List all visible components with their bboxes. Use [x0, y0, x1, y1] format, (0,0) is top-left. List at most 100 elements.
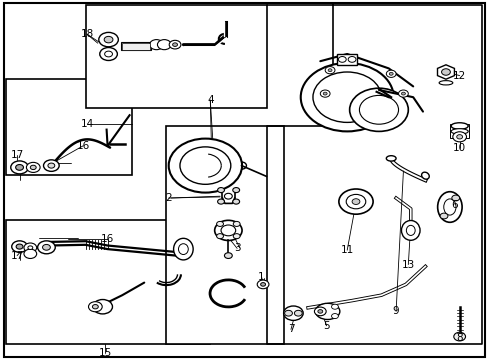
Circle shape: [224, 253, 232, 258]
Ellipse shape: [401, 220, 419, 240]
Bar: [166, 126, 283, 344]
Circle shape: [320, 90, 329, 97]
Circle shape: [359, 95, 398, 124]
Circle shape: [169, 40, 181, 49]
Circle shape: [312, 72, 381, 122]
Circle shape: [217, 188, 224, 193]
Circle shape: [24, 243, 37, 252]
Circle shape: [386, 70, 395, 77]
Circle shape: [300, 63, 393, 131]
Circle shape: [16, 165, 23, 170]
Circle shape: [331, 304, 338, 309]
Text: 15: 15: [98, 348, 112, 358]
Circle shape: [232, 199, 239, 204]
Circle shape: [453, 332, 465, 341]
Circle shape: [323, 92, 326, 95]
Circle shape: [12, 241, 27, 252]
Text: 3: 3: [233, 243, 240, 253]
Ellipse shape: [437, 192, 461, 222]
Circle shape: [24, 249, 37, 258]
Circle shape: [398, 90, 407, 97]
Text: 10: 10: [452, 143, 465, 153]
Circle shape: [351, 199, 359, 204]
Text: 17: 17: [10, 251, 24, 261]
Circle shape: [327, 69, 331, 72]
Ellipse shape: [283, 306, 303, 320]
Bar: [121, 42, 150, 50]
Bar: [449, 124, 468, 138]
Ellipse shape: [450, 129, 467, 134]
Circle shape: [314, 307, 325, 316]
Circle shape: [233, 221, 240, 226]
Ellipse shape: [443, 199, 455, 215]
Text: 12: 12: [452, 71, 466, 81]
Text: 11: 11: [340, 245, 353, 255]
Circle shape: [26, 162, 40, 172]
Bar: [85, 5, 266, 108]
Bar: [337, 54, 356, 65]
Circle shape: [284, 310, 292, 316]
Circle shape: [43, 160, 59, 171]
Circle shape: [104, 36, 113, 43]
Circle shape: [294, 310, 302, 316]
Circle shape: [441, 69, 449, 75]
Ellipse shape: [386, 156, 395, 161]
Circle shape: [180, 147, 230, 184]
Circle shape: [216, 234, 223, 239]
Circle shape: [232, 188, 239, 193]
Circle shape: [216, 221, 223, 226]
Circle shape: [257, 280, 268, 289]
Text: 5: 5: [323, 321, 329, 331]
Text: 7: 7: [287, 324, 294, 334]
Ellipse shape: [173, 238, 193, 260]
Ellipse shape: [421, 172, 428, 179]
Circle shape: [224, 193, 232, 199]
Circle shape: [157, 40, 171, 50]
Text: 16: 16: [76, 141, 90, 151]
Text: 2: 2: [165, 193, 172, 203]
Circle shape: [338, 189, 372, 214]
Ellipse shape: [406, 225, 414, 235]
Bar: [6, 220, 210, 344]
Circle shape: [99, 32, 118, 47]
Circle shape: [30, 165, 36, 170]
Text: 1: 1: [258, 272, 264, 282]
Text: 18: 18: [80, 29, 94, 39]
Circle shape: [93, 300, 112, 314]
Circle shape: [338, 57, 346, 62]
Ellipse shape: [178, 244, 188, 255]
Ellipse shape: [315, 303, 339, 320]
Circle shape: [11, 161, 28, 174]
Circle shape: [48, 163, 55, 168]
Text: 9: 9: [392, 306, 399, 316]
Circle shape: [439, 213, 447, 219]
Circle shape: [317, 310, 322, 313]
Circle shape: [346, 194, 365, 209]
Circle shape: [42, 244, 50, 250]
Ellipse shape: [438, 81, 452, 85]
Ellipse shape: [450, 123, 467, 129]
Circle shape: [388, 72, 392, 75]
Circle shape: [347, 57, 355, 62]
Circle shape: [452, 132, 466, 142]
Text: 17: 17: [10, 150, 24, 160]
Circle shape: [349, 88, 407, 131]
Circle shape: [172, 43, 177, 46]
Circle shape: [28, 246, 33, 249]
Circle shape: [16, 244, 23, 249]
Circle shape: [149, 40, 163, 50]
Bar: [122, 43, 149, 50]
Circle shape: [217, 199, 224, 204]
Circle shape: [38, 241, 55, 254]
Circle shape: [401, 92, 405, 95]
Circle shape: [221, 225, 235, 236]
Text: 4: 4: [206, 95, 213, 105]
Text: 6: 6: [450, 200, 457, 210]
Text: 16: 16: [101, 234, 114, 244]
Circle shape: [325, 67, 334, 74]
Circle shape: [100, 48, 117, 60]
Circle shape: [456, 135, 462, 139]
Text: 13: 13: [401, 260, 414, 270]
Circle shape: [233, 234, 240, 239]
Text: 14: 14: [80, 119, 94, 129]
